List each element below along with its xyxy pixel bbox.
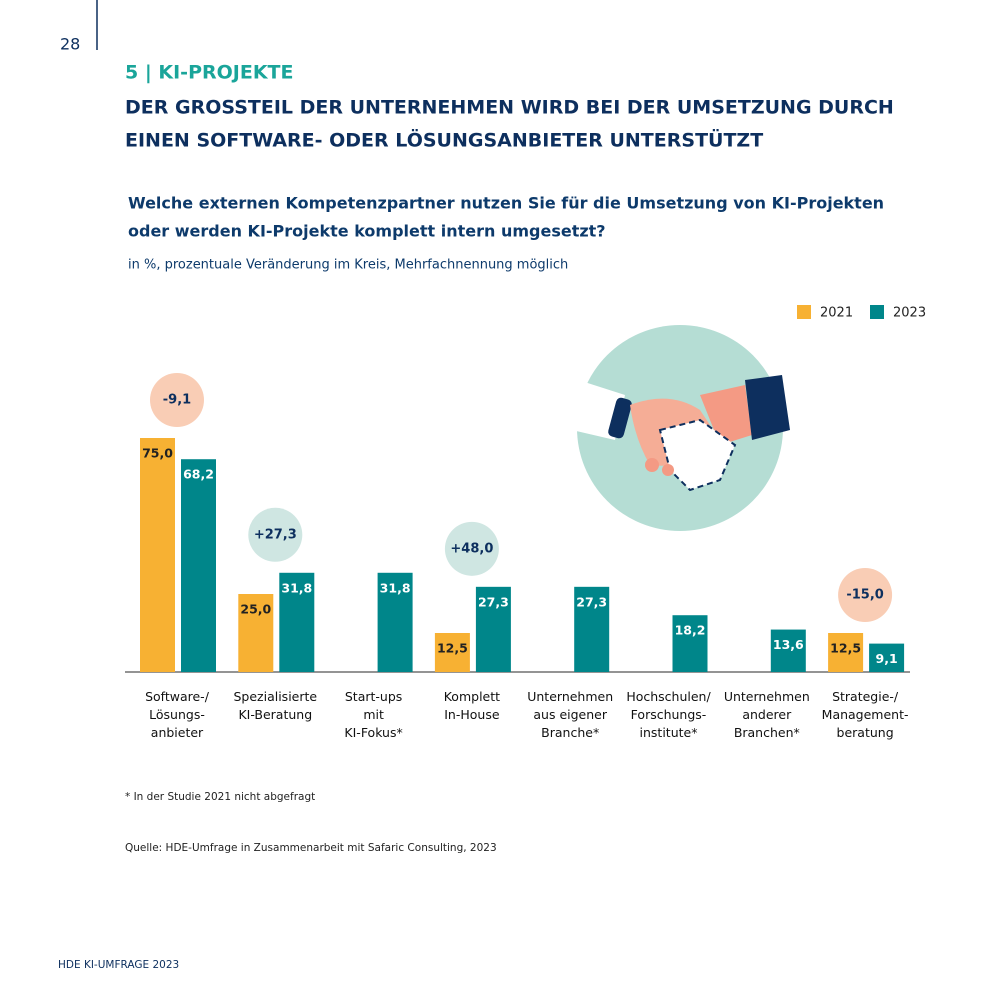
bar [279, 572, 315, 672]
data-label: 75,0 [142, 446, 173, 461]
data-label: 31,8 [281, 580, 312, 595]
change-bubble [444, 521, 499, 576]
data-label: 9,1 [876, 651, 898, 666]
data-label: 68,2 [183, 467, 214, 482]
x-tick-label: Spezialisierte KI-Beratung [233, 689, 317, 722]
bar [672, 615, 708, 672]
question: Welche externen Kompetenzpartner nutzen … [128, 194, 884, 213]
x-tick-label: Start-ups mit KI-Fokus* [344, 689, 402, 740]
x-tick-label: Software-/Lösungs-anbieter [145, 689, 210, 740]
bar [238, 594, 274, 672]
footnote: * In der Studie 2021 nicht abgefragt [125, 791, 315, 803]
bar [181, 459, 216, 672]
bar [140, 438, 175, 672]
bar [770, 629, 806, 672]
x-tick-label: Unternehmen aus eigener Branche* [527, 689, 613, 740]
change-label: -9,1 [163, 393, 191, 408]
change-bubble [838, 568, 893, 622]
illustration [572, 325, 790, 531]
data-label: 12,5 [830, 641, 861, 656]
data-label: 25,0 [240, 602, 271, 617]
legend-label: 2021 [820, 306, 853, 321]
change-label: -15,0 [846, 588, 883, 603]
x-tick-label: Komplett In-House [444, 689, 500, 722]
change-bubble [248, 507, 303, 562]
legend-swatch [797, 305, 811, 319]
legend-label: 2023 [893, 306, 926, 321]
headline: DER GROSSTEIL DER UNTERNEHMEN WIRD BEI D… [125, 97, 894, 119]
data-label: 13,6 [773, 637, 804, 652]
data-label: 27,3 [576, 594, 607, 609]
data-label: 31,8 [380, 580, 411, 595]
x-tick-label: Unternehmen anderer Branchen* [724, 689, 810, 740]
change-label: +48,0 [450, 541, 493, 556]
bar [574, 586, 610, 672]
x-tick-label: Strategie-/Management-beratung [822, 689, 909, 740]
change-label: +27,3 [254, 527, 297, 542]
footer: HDE KI-UMFRAGE 2023 [58, 959, 179, 971]
page-number: 28 [60, 35, 80, 54]
section: 5 | KI-PROJEKTE [125, 62, 294, 84]
data-label: 27,3 [478, 594, 509, 609]
bar [828, 633, 864, 672]
data-label: 12,5 [437, 641, 468, 656]
bar [434, 633, 470, 672]
bar [377, 572, 413, 672]
data-label: 18,2 [675, 623, 706, 638]
bar [869, 643, 905, 672]
headline: EINEN SOFTWARE- ODER LÖSUNGSANBIETER UNT… [125, 128, 763, 152]
subtitle: in %, prozentuale Veränderung im Kreis, … [128, 258, 568, 273]
x-tick-label: Hochschulen/Forschungs-institute* [626, 689, 711, 740]
change-bubble [150, 373, 204, 427]
bar [475, 586, 511, 672]
question: oder werden KI-Projekte komplett intern … [128, 222, 606, 241]
legend-swatch [870, 305, 884, 319]
source: Quelle: HDE-Umfrage in Zusammenarbeit mi… [125, 842, 497, 854]
